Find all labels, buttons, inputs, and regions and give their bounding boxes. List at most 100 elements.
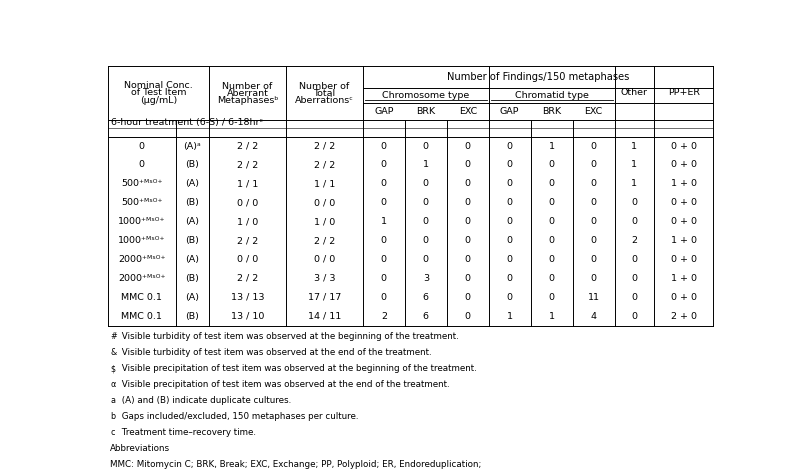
Text: 0 + 0: 0 + 0 bbox=[670, 198, 697, 207]
Text: 0: 0 bbox=[631, 312, 638, 320]
Text: 1 / 0: 1 / 0 bbox=[237, 217, 258, 226]
Text: 0 + 0: 0 + 0 bbox=[670, 142, 697, 151]
Text: EXC: EXC bbox=[585, 107, 603, 116]
Text: 13 / 10: 13 / 10 bbox=[231, 312, 264, 320]
Text: 0: 0 bbox=[549, 274, 555, 283]
Text: 1: 1 bbox=[549, 312, 555, 320]
Text: 4: 4 bbox=[590, 312, 597, 320]
Text: 2: 2 bbox=[380, 312, 387, 320]
Text: 0: 0 bbox=[507, 236, 513, 245]
Text: (B): (B) bbox=[186, 160, 199, 169]
Text: BRK: BRK bbox=[542, 107, 562, 116]
Text: 0: 0 bbox=[380, 293, 387, 302]
Text: 6-hour treatment (6-S) / 6-18hrᶜ: 6-hour treatment (6-S) / 6-18hrᶜ bbox=[111, 118, 264, 126]
Text: 0: 0 bbox=[507, 142, 513, 151]
Text: 2 / 2: 2 / 2 bbox=[237, 142, 258, 151]
Text: Visible precipitation of test item was observed at the end of the treatment.: Visible precipitation of test item was o… bbox=[119, 380, 449, 389]
Text: 2 / 2: 2 / 2 bbox=[237, 236, 258, 245]
Text: MMC 0.1: MMC 0.1 bbox=[121, 293, 162, 302]
Text: 3 / 3: 3 / 3 bbox=[314, 274, 335, 283]
Text: 2000⁺ᴹˢᴼ⁺: 2000⁺ᴹˢᴼ⁺ bbox=[118, 255, 166, 264]
Text: 0: 0 bbox=[423, 217, 429, 226]
Text: 0: 0 bbox=[590, 236, 597, 245]
Text: (B): (B) bbox=[186, 274, 199, 283]
Text: 0 / 0: 0 / 0 bbox=[237, 255, 258, 264]
Text: 0: 0 bbox=[590, 198, 597, 207]
Text: 3: 3 bbox=[423, 274, 429, 283]
Text: 0: 0 bbox=[465, 142, 471, 151]
Text: 1000⁺ᴹˢᴼ⁺: 1000⁺ᴹˢᴼ⁺ bbox=[118, 217, 166, 226]
Text: Visible precipitation of test item was observed at the beginning of the treatmen: Visible precipitation of test item was o… bbox=[119, 364, 477, 373]
Text: MMC: Mitomycin C; BRK, Break; EXC, Exchange; PP, Polyploid; ER, Endoreduplicatio: MMC: Mitomycin C; BRK, Break; EXC, Excha… bbox=[110, 460, 481, 469]
Text: 0: 0 bbox=[465, 198, 471, 207]
Text: 0 / 0: 0 / 0 bbox=[237, 198, 258, 207]
Text: &: & bbox=[110, 348, 116, 357]
Text: Number of: Number of bbox=[300, 82, 349, 91]
Text: Metaphasesᵇ: Metaphasesᵇ bbox=[217, 96, 278, 105]
Text: 0: 0 bbox=[380, 274, 387, 283]
Text: 0: 0 bbox=[549, 198, 555, 207]
Text: BRK: BRK bbox=[417, 107, 436, 116]
Text: Nominal Conc.: Nominal Conc. bbox=[124, 81, 193, 90]
Text: 0 / 0: 0 / 0 bbox=[314, 198, 335, 207]
Text: 0: 0 bbox=[507, 198, 513, 207]
Text: 0 + 0: 0 + 0 bbox=[670, 255, 697, 264]
Text: #: # bbox=[110, 332, 117, 341]
Text: 1: 1 bbox=[631, 160, 638, 169]
Text: 0: 0 bbox=[380, 160, 387, 169]
Text: b: b bbox=[110, 412, 115, 421]
Text: 0: 0 bbox=[465, 255, 471, 264]
Text: 2000⁺ᴹˢᴼ⁺: 2000⁺ᴹˢᴼ⁺ bbox=[118, 274, 166, 283]
Text: (A)ᵃ: (A)ᵃ bbox=[183, 142, 201, 151]
Text: Aberrant: Aberrant bbox=[227, 89, 268, 98]
Text: of Test Item: of Test Item bbox=[131, 88, 186, 98]
Text: a: a bbox=[110, 396, 115, 405]
Text: 0: 0 bbox=[549, 217, 555, 226]
Text: 0: 0 bbox=[423, 198, 429, 207]
Text: 0: 0 bbox=[631, 255, 638, 264]
Text: Chromosome type: Chromosome type bbox=[382, 91, 469, 100]
Text: 2 / 2: 2 / 2 bbox=[314, 160, 335, 169]
Text: Chromatid type: Chromatid type bbox=[515, 91, 589, 100]
Text: 11: 11 bbox=[588, 293, 600, 302]
Text: 0: 0 bbox=[465, 236, 471, 245]
Text: (B): (B) bbox=[186, 198, 199, 207]
Text: 0: 0 bbox=[380, 198, 387, 207]
Text: (B): (B) bbox=[186, 236, 199, 245]
Text: 0: 0 bbox=[590, 217, 597, 226]
Text: $: $ bbox=[110, 364, 115, 373]
Text: 0: 0 bbox=[507, 255, 513, 264]
Text: MMC 0.1: MMC 0.1 bbox=[121, 312, 162, 320]
Text: 0: 0 bbox=[549, 293, 555, 302]
Text: 0: 0 bbox=[590, 160, 597, 169]
Text: 0: 0 bbox=[380, 236, 387, 245]
Text: Number of: Number of bbox=[223, 82, 272, 91]
Text: Visible turbidity of test item was observed at the end of the treatment.: Visible turbidity of test item was obser… bbox=[119, 348, 432, 357]
Text: 0: 0 bbox=[139, 160, 145, 169]
Text: 0: 0 bbox=[590, 255, 597, 264]
Text: 0: 0 bbox=[465, 160, 471, 169]
Text: 2 / 2: 2 / 2 bbox=[314, 142, 335, 151]
Text: 0: 0 bbox=[423, 142, 429, 151]
Text: Treatment time–recovery time.: Treatment time–recovery time. bbox=[119, 428, 256, 437]
Text: 1 + 0: 1 + 0 bbox=[670, 236, 697, 245]
Text: 0: 0 bbox=[590, 142, 597, 151]
Text: c: c bbox=[110, 428, 115, 437]
Text: 0: 0 bbox=[507, 179, 513, 188]
Text: 1: 1 bbox=[380, 217, 387, 226]
Text: Aberrationsᶜ: Aberrationsᶜ bbox=[295, 96, 354, 105]
Text: 500⁺ᴹˢᴼ⁺: 500⁺ᴹˢᴼ⁺ bbox=[121, 179, 163, 188]
Text: 17 / 17: 17 / 17 bbox=[308, 293, 341, 302]
Text: 0: 0 bbox=[631, 198, 638, 207]
Text: 2 / 2: 2 / 2 bbox=[314, 236, 335, 245]
Text: Other: Other bbox=[621, 88, 648, 97]
Text: 0: 0 bbox=[549, 236, 555, 245]
Text: 0: 0 bbox=[549, 160, 555, 169]
Text: 0: 0 bbox=[465, 179, 471, 188]
Text: Gaps included/excluded, 150 metaphases per culture.: Gaps included/excluded, 150 metaphases p… bbox=[119, 412, 358, 421]
Text: 0 + 0: 0 + 0 bbox=[670, 160, 697, 169]
Text: 0: 0 bbox=[465, 312, 471, 320]
Text: 1 / 1: 1 / 1 bbox=[314, 179, 335, 188]
Text: 2 + 0: 2 + 0 bbox=[670, 312, 697, 320]
Text: 0: 0 bbox=[380, 179, 387, 188]
